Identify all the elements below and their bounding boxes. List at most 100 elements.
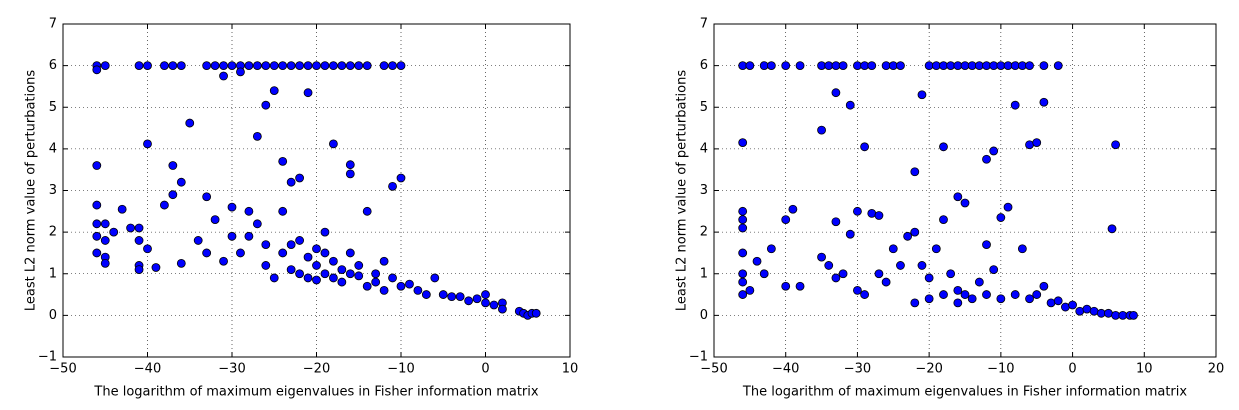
- point: [1039, 97, 1049, 107]
- axes-frame: [62, 23, 571, 358]
- point: [269, 273, 279, 283]
- point: [1107, 224, 1117, 234]
- point: [759, 269, 769, 279]
- point: [345, 248, 355, 258]
- y-axis-label: Least L2 norm value of perturbations: [675, 70, 690, 311]
- point: [1032, 290, 1042, 299]
- point: [982, 154, 991, 164]
- point: [210, 215, 220, 225]
- x-tick-label: −20: [915, 362, 942, 377]
- point: [917, 261, 927, 270]
- point: [379, 256, 389, 266]
- point: [1061, 302, 1070, 312]
- point: [227, 231, 237, 241]
- point: [924, 273, 934, 283]
- point: [1068, 300, 1077, 310]
- y-tick-label: 3: [49, 183, 57, 198]
- x-tick-label: −50: [700, 362, 727, 377]
- point: [946, 269, 956, 279]
- point: [143, 244, 152, 254]
- point: [286, 177, 296, 187]
- point: [939, 290, 948, 299]
- point: [176, 177, 186, 187]
- point: [185, 118, 195, 128]
- point: [1046, 298, 1056, 308]
- point: [788, 204, 798, 214]
- point: [738, 223, 748, 233]
- point: [481, 290, 490, 299]
- y-tick-label: 0: [700, 308, 708, 323]
- point: [738, 277, 748, 287]
- y-tick-label: 4: [49, 141, 57, 156]
- point: [236, 248, 245, 258]
- point: [1032, 138, 1042, 148]
- point: [447, 292, 457, 302]
- point: [924, 294, 934, 304]
- point: [974, 277, 984, 287]
- point: [489, 300, 499, 310]
- point: [766, 61, 776, 71]
- point: [278, 248, 288, 258]
- x-tick-label: −40: [772, 362, 799, 377]
- point: [781, 215, 791, 225]
- point: [320, 227, 330, 237]
- point: [931, 244, 941, 254]
- point: [413, 285, 423, 295]
- point: [910, 227, 920, 237]
- point: [117, 204, 127, 214]
- point: [328, 61, 338, 71]
- point: [472, 294, 482, 304]
- point: [210, 61, 220, 71]
- point: [464, 296, 474, 306]
- point: [917, 90, 927, 100]
- y-tick-label: 5: [49, 100, 57, 115]
- point: [354, 261, 364, 270]
- point: [92, 219, 102, 229]
- point: [320, 269, 330, 279]
- point: [261, 100, 271, 110]
- point: [261, 61, 271, 71]
- axes-frame: [713, 23, 1217, 358]
- point: [874, 269, 884, 279]
- point: [831, 217, 841, 227]
- point: [1039, 281, 1049, 291]
- point: [867, 61, 877, 71]
- point: [134, 61, 144, 71]
- point: [824, 261, 834, 270]
- point: [1075, 306, 1085, 316]
- point: [295, 61, 305, 71]
- x-tick-label: 20: [1208, 362, 1225, 377]
- point: [497, 304, 507, 314]
- point: [989, 146, 999, 156]
- point: [989, 265, 999, 274]
- point: [738, 138, 748, 148]
- point: [92, 248, 102, 258]
- point: [303, 61, 313, 71]
- x-axis-label: The logarithm of maximum eigenvalues in …: [742, 385, 1187, 400]
- point: [738, 290, 748, 299]
- point: [278, 206, 288, 216]
- point: [92, 231, 102, 241]
- point: [278, 61, 288, 71]
- point: [881, 277, 891, 287]
- point: [244, 206, 254, 216]
- point: [379, 61, 389, 71]
- point: [345, 61, 355, 71]
- point: [100, 258, 110, 268]
- x-tick-label: −10: [987, 362, 1014, 377]
- point: [202, 192, 212, 202]
- point: [745, 61, 755, 71]
- x-tick-label: −20: [303, 362, 330, 377]
- point: [143, 139, 152, 149]
- point: [953, 285, 963, 295]
- x-tick-label: −10: [387, 362, 414, 377]
- x-tick-label: −50: [49, 362, 76, 377]
- y-tick-label: 2: [700, 225, 708, 240]
- point: [345, 160, 355, 170]
- point: [531, 308, 541, 318]
- point: [337, 61, 347, 71]
- point: [845, 229, 855, 239]
- point: [455, 292, 465, 302]
